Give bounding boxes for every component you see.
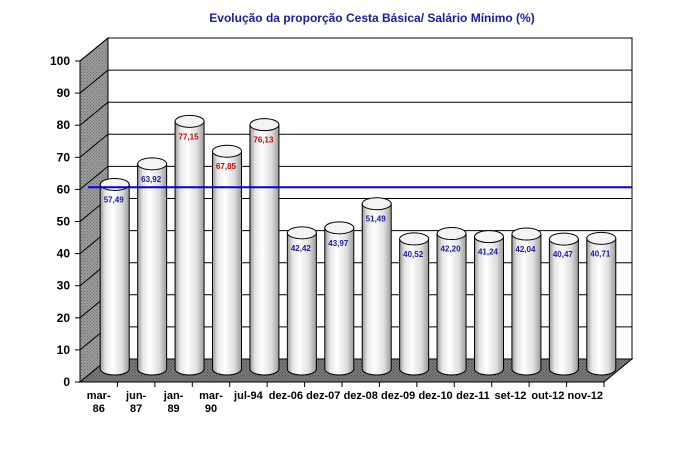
bar-body [286,232,317,376]
bar [249,118,280,376]
x-tick-label: jun- [125,390,146,402]
bar-body [436,233,467,376]
bar [399,232,430,376]
bar-top [137,157,168,171]
bar-top [99,177,130,191]
bar-top [436,227,467,241]
bar-top [586,231,617,245]
y-tick-label: 100 [50,54,70,68]
bar-body [586,237,617,376]
bar [436,227,467,376]
x-tick-label: mar- [87,390,111,402]
bar-body [137,163,168,376]
data-label: 51,49 [366,215,387,224]
x-tick-label: dez-08 [344,390,378,402]
bar-body [399,238,430,376]
x-tick-label: 90 [205,403,217,415]
gridline [79,165,632,190]
data-label: 42,04 [515,245,536,254]
gridline [79,133,632,158]
bar-body [324,227,355,376]
bar-top [399,232,430,246]
bar-top [286,226,317,240]
bars [99,114,617,376]
x-tick-label: jul-94 [233,390,264,402]
x-tick-label: set-12 [495,390,527,402]
bar-top [324,221,355,235]
x-tick-label: 86 [93,403,105,415]
data-label: 43,97 [328,239,349,248]
y-tick-label: 70 [57,150,71,164]
data-label: 40,52 [403,250,424,259]
bar-top [249,118,280,132]
bar [548,232,579,376]
y-axis: 0 10 20 30 40 50 60 70 80 90 100 [50,54,81,389]
bar-body [361,203,392,376]
data-label: 40,47 [553,250,574,259]
gridline [79,101,632,126]
bar [286,226,317,376]
y-tick-label: 10 [57,343,71,357]
data-label: 57,49 [104,195,125,204]
bar-body [511,233,542,376]
bar-body [249,124,280,376]
bar [361,197,392,376]
bar [324,221,355,376]
data-labels: 57,49 63,92 77,15 67,85 76,13 42,42 43,97 51,49… [104,132,611,259]
chart-title: Evolução da proporção Cesta Básica/ Salá… [209,11,534,25]
bar-top [212,144,242,158]
bar-body [212,150,242,376]
bar [137,157,168,376]
x-tick-label: 87 [130,403,142,415]
bar-body [99,183,130,376]
bar-top [548,232,579,246]
data-label: 63,92 [141,175,162,184]
bar-body [174,120,205,376]
bar [212,144,242,376]
data-label: 42,20 [441,245,462,254]
bar [99,177,130,376]
y-tick-label: 90 [57,86,71,100]
bar-top [511,227,542,241]
bar-body [474,236,504,376]
x-tick-label: nov-12 [568,390,603,402]
x-tick-label: out-12 [531,390,564,402]
x-tick-label: 89 [167,403,179,415]
bar [511,227,542,376]
bar [174,114,205,376]
y-tick-label: 50 [57,215,71,229]
data-label: 40,71 [590,249,611,258]
x-tick-label: jan- [163,390,184,402]
y-tick-label: 20 [57,311,71,325]
bar [586,231,617,376]
bar [474,230,504,376]
data-label: 41,24 [478,248,499,257]
bar-top [474,230,504,244]
gridline [79,37,632,62]
y-tick-label: 0 [63,375,70,389]
x-tick-label: dez-06 [269,390,303,402]
data-label: 42,42 [291,244,312,253]
bar-top [361,197,392,211]
data-label: 67,85 [216,162,237,171]
y-tick-label: 80 [57,118,71,132]
data-label: 76,13 [253,136,274,145]
bar-body [548,238,579,376]
x-tick-label: mar- [199,390,223,402]
y-tick-label: 60 [57,182,71,196]
y-tick-label: 30 [57,279,71,293]
gridline [79,69,632,94]
x-tick-label: dez-11 [456,390,490,402]
y-tick-label: 40 [57,247,71,261]
x-tick-label: dez-09 [381,390,415,402]
x-tick-label: dez-07 [306,390,340,402]
data-label: 77,15 [179,132,200,141]
bar-top [174,114,205,128]
x-tick-label: dez-10 [418,390,452,402]
